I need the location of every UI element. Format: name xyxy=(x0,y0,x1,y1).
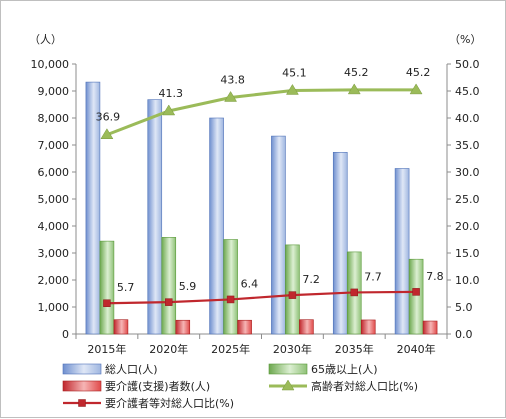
data-label-elderly-ratio: 41.3 xyxy=(159,87,184,100)
marker-elderly-ratio xyxy=(224,90,238,102)
left-tick-label: 3,000 xyxy=(38,247,70,260)
bar-total-population xyxy=(271,135,286,335)
right-tick-label: 15.0 xyxy=(455,247,480,260)
legend-label: 高齢者対総人口比(%) xyxy=(311,379,418,393)
bar-aged-65-plus xyxy=(161,237,177,335)
marker-care-ratio xyxy=(103,299,111,307)
x-tick-label: 2020年 xyxy=(149,342,188,356)
left-tick-label: 7,000 xyxy=(38,139,70,152)
x-tick-label: 2040年 xyxy=(397,342,436,356)
bar-care-recipients xyxy=(360,319,376,335)
marker-elderly-ratio xyxy=(347,83,361,95)
left-tick-label: 2,000 xyxy=(38,274,70,287)
right-tick-label: 0.0 xyxy=(455,328,473,341)
left-tick-label: 9,000 xyxy=(38,85,70,98)
data-label-elderly-ratio: 45.1 xyxy=(282,66,307,79)
data-label-care-ratio: 7.7 xyxy=(364,270,382,283)
marker-elderly-ratio xyxy=(162,104,176,116)
bar-aged-65-plus xyxy=(223,239,238,335)
left-axis-ticks: 0 1,000 2,000 3,000 4,000 5,000 6,000 7,000 8,00… xyxy=(31,58,76,341)
left-axis-unit: （人） xyxy=(29,33,62,46)
x-tick-label: 2035年 xyxy=(335,342,374,356)
legend-label: 総人口(人) xyxy=(105,362,158,376)
legend: 総人口(人) 65歳以上(人) 要介護(支援)者数(人) 高齢者対総人口比(%) 要介護… xyxy=(62,362,418,410)
left-tick-label: 8,000 xyxy=(38,112,70,125)
x-tick-label: 2015年 xyxy=(87,342,126,356)
left-tick-label: 0 xyxy=(62,328,69,341)
bar-care-recipients xyxy=(299,319,314,335)
line-care-ratio xyxy=(106,290,417,305)
x-tick-label: 2030年 xyxy=(273,342,312,356)
marker-elderly-ratio xyxy=(285,83,299,95)
right-tick-label: 30.0 xyxy=(455,166,480,179)
legend-swatch xyxy=(268,363,308,375)
right-tick-label: 20.0 xyxy=(455,220,480,233)
bar-total-population xyxy=(394,168,410,335)
bar-total-population xyxy=(332,151,348,335)
data-label-care-ratio: 5.7 xyxy=(117,281,134,294)
data-label-elderly-ratio: 43.8 xyxy=(220,73,245,86)
marker-elderly-ratio xyxy=(100,128,114,139)
bar-care-recipients xyxy=(237,319,252,335)
bar-aged-65-plus xyxy=(99,240,115,335)
right-tick-label: 10.0 xyxy=(455,274,480,287)
line-elderly-ratio xyxy=(106,88,417,137)
bars xyxy=(85,81,438,335)
data-label-care-ratio: 6.4 xyxy=(241,277,258,290)
left-tick-label: 6,000 xyxy=(38,166,70,179)
right-tick-label: 50.0 xyxy=(455,58,480,71)
right-axis-unit: （%） xyxy=(449,33,481,46)
right-tick-label: 35.0 xyxy=(455,139,480,152)
right-tick-label: 5.0 xyxy=(455,301,473,314)
left-tick-label: 1,000 xyxy=(38,301,70,314)
bar-care-recipients xyxy=(113,319,129,335)
marker-care-ratio xyxy=(165,298,173,306)
marker-care-ratio xyxy=(412,288,420,296)
marker-care-ratio xyxy=(350,288,358,297)
bar-care-recipients xyxy=(175,319,191,335)
marker-care-ratio xyxy=(226,295,235,304)
data-label-elderly-ratio: 45.2 xyxy=(406,66,431,79)
right-tick-label: 40.0 xyxy=(455,112,480,125)
right-axis-ticks: 0.0 5.0 10.0 15.0 20.0 25.0 30.0 35.0 40.0 45.0 50… xyxy=(447,58,480,341)
bar-total-population xyxy=(85,81,101,335)
legend-marker xyxy=(281,379,295,391)
left-tick-label: 10,000 xyxy=(31,58,70,71)
legend-label: 65歳以上(人) xyxy=(311,363,378,376)
lines: 36.9 41.3 43.8 45.1 45.2 45.2 5.7 5.9 6.4 7.2 7.7 7… xyxy=(96,66,444,307)
x-axis-ticks: 2015年 2020年 2025年 2030年 2035年 2040年 xyxy=(75,334,448,356)
legend-label: 要介護者等対総人口比(%) xyxy=(105,396,234,410)
data-label-care-ratio: 5.9 xyxy=(179,280,197,293)
data-label-elderly-ratio: 45.2 xyxy=(344,66,369,79)
left-tick-label: 4,000 xyxy=(38,220,70,233)
bar-total-population xyxy=(209,117,224,335)
marker-elderly-ratio xyxy=(409,83,423,95)
legend-swatch xyxy=(62,380,102,392)
legend-marker xyxy=(78,399,86,407)
x-tick-label: 2025年 xyxy=(211,342,250,356)
data-label-care-ratio: 7.2 xyxy=(302,273,320,286)
data-label-care-ratio: 7.8 xyxy=(426,270,444,283)
bar-aged-65-plus xyxy=(408,258,424,335)
legend-swatch xyxy=(62,363,102,375)
marker-care-ratio xyxy=(288,291,297,299)
left-tick-label: 5,000 xyxy=(38,193,70,206)
legend-label: 要介護(支援)者数(人) xyxy=(105,379,210,393)
data-label-elderly-ratio: 36.9 xyxy=(96,111,121,124)
bar-care-recipients xyxy=(422,320,438,335)
bar-aged-65-plus xyxy=(285,244,300,335)
right-tick-label: 25.0 xyxy=(455,193,480,206)
right-tick-label: 45.0 xyxy=(455,85,480,98)
bar-total-population xyxy=(147,99,163,335)
